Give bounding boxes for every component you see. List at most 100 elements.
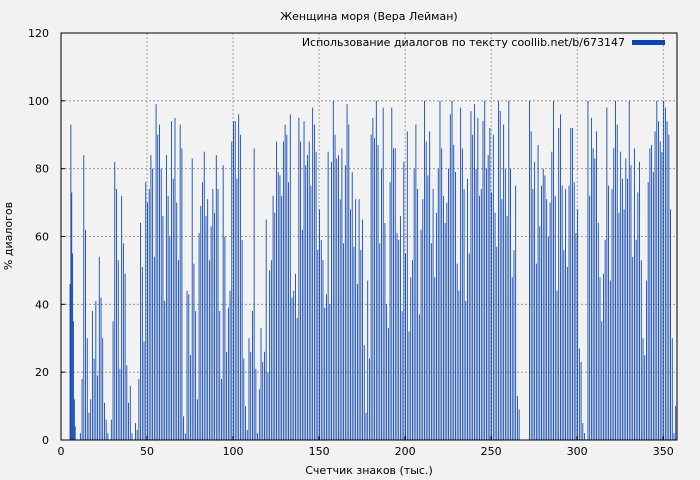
y-tick-label: 60 xyxy=(35,231,49,244)
bar xyxy=(412,260,413,440)
bar xyxy=(444,222,446,440)
bar xyxy=(559,114,561,441)
bar xyxy=(615,100,616,440)
bar xyxy=(537,144,539,441)
bar xyxy=(348,124,350,440)
bar xyxy=(183,416,185,440)
bar xyxy=(386,304,388,440)
bar xyxy=(673,433,675,440)
bar xyxy=(312,107,314,440)
y-tick-label: 0 xyxy=(42,434,49,447)
bar xyxy=(554,195,556,440)
bar xyxy=(97,375,98,440)
bar xyxy=(350,209,351,440)
bar xyxy=(448,168,450,440)
bar xyxy=(601,321,603,440)
bar xyxy=(663,100,665,440)
bar xyxy=(193,263,195,440)
bar xyxy=(532,189,534,440)
bar xyxy=(472,134,474,440)
bar xyxy=(486,168,487,440)
bar xyxy=(652,172,654,440)
bar xyxy=(298,117,300,441)
y-tick-label: 100 xyxy=(28,95,49,108)
bar xyxy=(369,358,370,440)
bar xyxy=(494,212,496,440)
bar xyxy=(628,100,630,440)
bar xyxy=(358,199,360,440)
bar xyxy=(393,148,394,441)
chart-title: Женщина моря (Вера Лейман) xyxy=(280,10,457,23)
bar xyxy=(639,161,641,440)
bar xyxy=(360,250,362,440)
bar xyxy=(325,294,327,440)
bar xyxy=(664,107,666,440)
bar xyxy=(178,260,179,440)
bar xyxy=(456,263,458,440)
bar xyxy=(243,358,245,440)
bar xyxy=(561,185,563,440)
bar xyxy=(257,433,259,440)
bar xyxy=(291,297,293,440)
bar xyxy=(141,267,143,440)
bar xyxy=(140,222,142,440)
bar xyxy=(539,226,541,440)
bar xyxy=(670,209,671,440)
bar xyxy=(625,158,627,440)
bar xyxy=(191,158,193,440)
x-tick-label: 250 xyxy=(481,445,502,458)
bar xyxy=(549,202,551,440)
bar xyxy=(162,216,164,440)
bar xyxy=(159,124,160,440)
bar xyxy=(542,168,544,440)
bar xyxy=(208,260,210,440)
bar xyxy=(119,368,121,440)
bar xyxy=(95,300,97,440)
bar xyxy=(313,124,315,440)
bar xyxy=(310,185,312,440)
bar xyxy=(128,402,129,440)
bar xyxy=(374,138,376,440)
bar xyxy=(217,189,219,440)
bar xyxy=(86,338,88,440)
bar xyxy=(506,216,508,440)
bar xyxy=(396,233,398,440)
bar xyxy=(487,155,489,440)
bar xyxy=(546,199,548,440)
bar xyxy=(210,226,212,440)
bar xyxy=(346,104,348,440)
bar xyxy=(245,406,246,440)
bar xyxy=(155,104,157,440)
bar xyxy=(136,429,138,440)
bar xyxy=(434,277,436,440)
bar xyxy=(468,253,470,440)
bar xyxy=(408,331,410,440)
bar xyxy=(324,307,326,440)
bar xyxy=(609,280,611,440)
bar xyxy=(160,168,162,440)
bar xyxy=(379,243,381,440)
bar xyxy=(102,338,104,440)
bar xyxy=(282,141,284,441)
bar xyxy=(131,433,133,440)
bar xyxy=(167,195,169,440)
bar xyxy=(387,328,389,440)
bar xyxy=(425,141,427,441)
bar xyxy=(516,395,518,440)
bar xyxy=(668,134,670,440)
bar xyxy=(362,219,363,440)
bar xyxy=(484,100,486,440)
bar xyxy=(73,321,74,440)
x-axis-label: Счетчик знаков (тыс.) xyxy=(305,464,433,477)
bar xyxy=(267,372,269,440)
bar xyxy=(301,229,303,440)
legend-swatch xyxy=(632,40,665,45)
bar xyxy=(442,195,444,440)
bars xyxy=(69,100,677,441)
bar xyxy=(258,389,260,440)
bar xyxy=(437,168,439,440)
bar xyxy=(164,300,166,440)
bar xyxy=(329,304,331,440)
bar xyxy=(613,148,615,441)
bar xyxy=(300,141,302,441)
